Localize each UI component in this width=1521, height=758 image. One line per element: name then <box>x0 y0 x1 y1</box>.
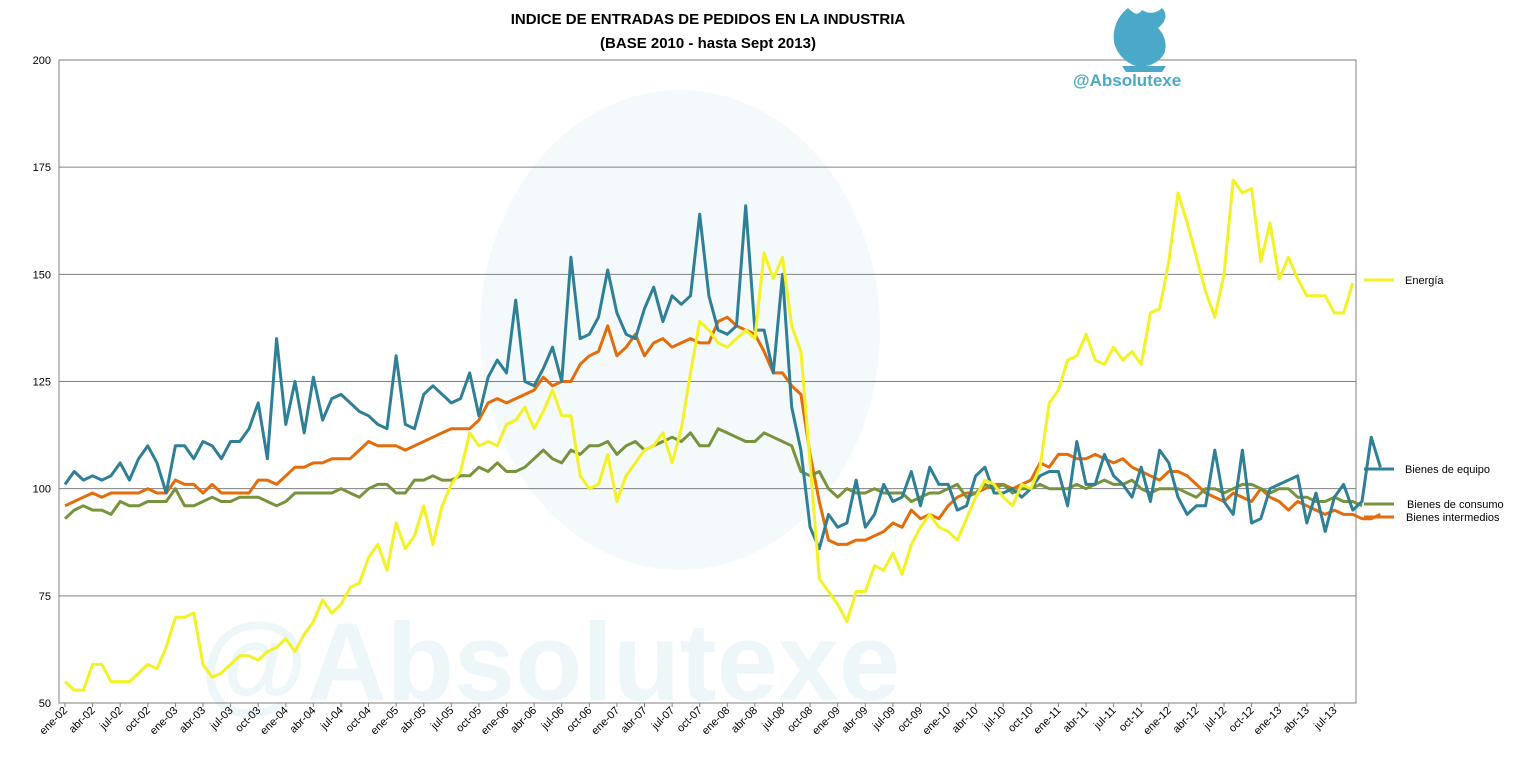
x-tick-label: jul-13 <box>1311 705 1339 733</box>
series-line-bienes-de-equipo <box>63 204 1382 551</box>
x-tick-label: jul-12 <box>1201 705 1229 733</box>
chart-title: INDICE DE ENTRADAS DE PEDIDOS EN LA INDU… <box>511 11 906 28</box>
griffin-logo-icon <box>1113 8 1166 72</box>
y-tick-label: 200 <box>33 55 51 67</box>
watermark-emblem <box>480 90 880 570</box>
x-tick-label: ene-12 <box>1141 705 1174 738</box>
x-tick-label: ene-03 <box>148 705 181 738</box>
x-tick-label: ene-13 <box>1252 705 1285 738</box>
x-tick-label: abr-13 <box>1281 705 1312 736</box>
watermark-text: @Absolutexe <box>200 601 900 724</box>
x-tick-label: jul-11 <box>1091 705 1119 733</box>
x-tick-label: ene-10 <box>920 705 953 738</box>
legend-label: Bienes de consumo <box>1407 499 1504 511</box>
y-tick-label: 125 <box>33 377 51 389</box>
y-tick-label: 150 <box>33 269 51 281</box>
x-tick-label: abr-02 <box>67 705 98 736</box>
series-line-energía <box>63 178 1355 692</box>
x-tick-label: abr-10 <box>950 705 981 736</box>
twitter-handle: @Absolutexe <box>1073 71 1181 90</box>
x-tick-label: jul-02 <box>97 705 125 733</box>
series-line-bienes-de-consumo <box>63 427 1363 520</box>
x-tick-label: ene-11 <box>1031 705 1063 737</box>
y-tick-label: 50 <box>39 698 51 710</box>
x-tick-label: abr-11 <box>1061 705 1091 735</box>
series-lines <box>63 178 1382 692</box>
x-tick-label: oct-10 <box>1006 705 1036 735</box>
legend-label: Bienes intermedios <box>1406 512 1500 524</box>
x-tick-label: jul-10 <box>980 705 1008 733</box>
y-tick-label: 175 <box>33 162 51 174</box>
x-tick-label: abr-12 <box>1171 705 1202 736</box>
chart-subtitle: (BASE 2010 - hasta Sept 2013) <box>600 35 816 52</box>
legend: Energía Bienes de equipo Bienes de consumo… <box>1364 275 1504 524</box>
series-line-bienes-intermedios <box>64 315 1382 546</box>
watermark: @Absolutexe <box>200 90 900 724</box>
y-axis: 50 75 100 125 150 175 200 <box>33 55 51 710</box>
y-tick-label: 100 <box>33 484 51 496</box>
y-tick-label: 75 <box>39 591 51 603</box>
legend-label: Energía <box>1405 275 1444 287</box>
legend-label: Bienes de equipo <box>1405 464 1490 476</box>
